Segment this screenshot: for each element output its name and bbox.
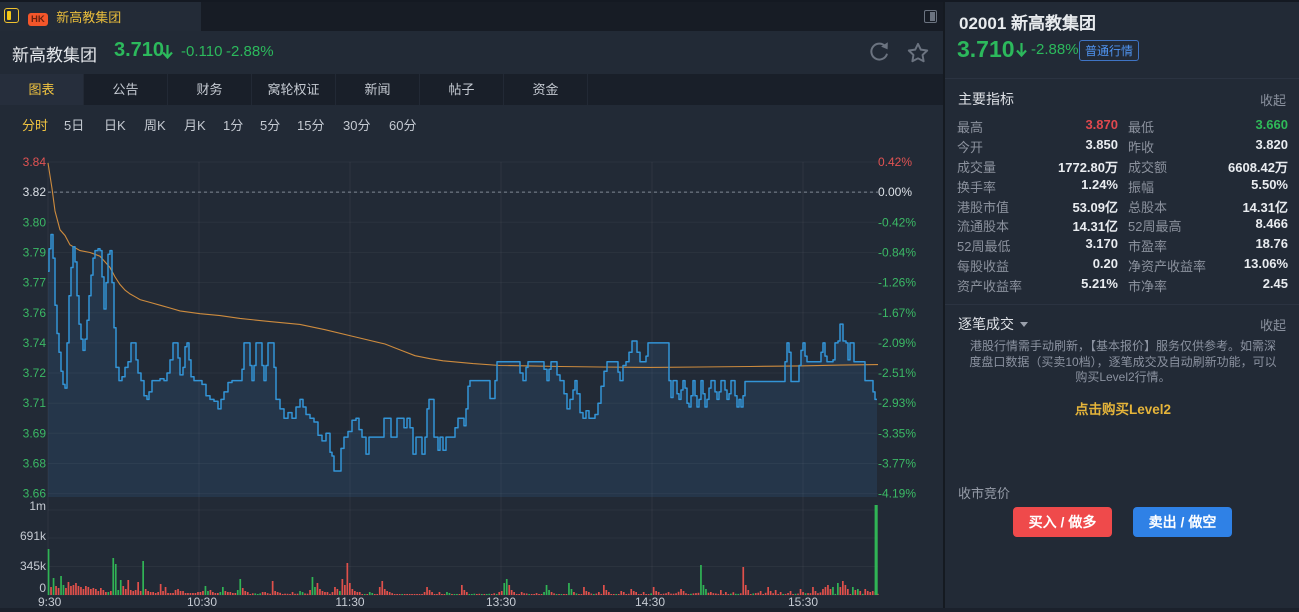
- svg-text:3.71: 3.71: [23, 396, 47, 410]
- svg-text:1m: 1m: [29, 499, 46, 513]
- svg-text:-0.84%: -0.84%: [878, 245, 916, 259]
- svg-text:3.82: 3.82: [23, 185, 47, 199]
- svg-text:-3.77%: -3.77%: [878, 457, 916, 471]
- svg-text:-0.42%: -0.42%: [878, 215, 916, 229]
- svg-text:15:30: 15:30: [788, 595, 818, 609]
- svg-text:3.84: 3.84: [23, 155, 47, 169]
- svg-text:3.72: 3.72: [23, 366, 47, 380]
- svg-text:3.79: 3.79: [23, 245, 47, 259]
- svg-text:-2.51%: -2.51%: [878, 366, 916, 380]
- svg-text:14:30: 14:30: [635, 595, 665, 609]
- svg-text:0: 0: [39, 581, 46, 595]
- svg-text:13:30: 13:30: [486, 595, 516, 609]
- svg-text:3.69: 3.69: [23, 426, 47, 440]
- svg-text:-2.93%: -2.93%: [878, 396, 916, 410]
- svg-text:3.66: 3.66: [23, 487, 47, 501]
- svg-text:11:30: 11:30: [335, 595, 364, 609]
- svg-text:-1.67%: -1.67%: [878, 306, 916, 320]
- svg-text:-3.35%: -3.35%: [878, 426, 916, 440]
- svg-text:3.68: 3.68: [23, 457, 47, 471]
- svg-text:345k: 345k: [20, 559, 47, 573]
- svg-text:9:30: 9:30: [38, 595, 62, 609]
- svg-text:0.00%: 0.00%: [878, 185, 912, 199]
- svg-text:10:30: 10:30: [187, 595, 217, 609]
- svg-text:-4.19%: -4.19%: [878, 487, 916, 501]
- svg-text:3.77: 3.77: [23, 276, 47, 290]
- svg-text:691k: 691k: [20, 529, 47, 543]
- svg-text:3.74: 3.74: [23, 336, 47, 350]
- svg-text:-1.26%: -1.26%: [878, 276, 916, 290]
- svg-text:3.80: 3.80: [23, 215, 47, 229]
- svg-text:0.42%: 0.42%: [878, 155, 912, 169]
- svg-text:3.76: 3.76: [23, 306, 47, 320]
- svg-text:-2.09%: -2.09%: [878, 336, 916, 350]
